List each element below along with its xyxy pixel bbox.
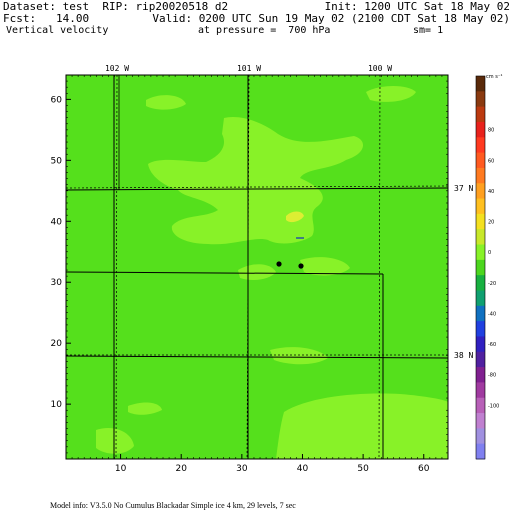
pressure-level-label: at pressure = 700 hPa [198,25,331,36]
map-boundaries [65,75,449,459]
x-tick-label: 10 [115,464,127,474]
color-bar-swatch [476,213,485,230]
x-axis: 10 20 30 40 50 60 [71,75,443,474]
smoothing-label: sm= 1 [413,25,444,36]
peak-contour [286,211,304,223]
highlight-contour [276,393,448,459]
color-bar-tick-label: -40 [488,311,496,317]
color-bar-tick-label: -80 [488,373,496,379]
color-bar-tick-label: 40 [488,189,494,195]
x-tick-label: 40 [297,464,309,474]
x-tick-label: 60 [418,464,430,474]
y-tick-label: 40 [51,217,63,227]
color-bar-swatch [476,321,485,337]
y-tick-label: 10 [51,400,63,410]
color-bar-tick-label: -60 [488,342,496,348]
latitude-label: 37 N [454,184,473,193]
color-bar-swatch [476,351,485,368]
color-bar-swatch [476,152,485,169]
model-info-footer: Model info: V3.5.0 No Cumulus Blackadar … [50,501,296,510]
color-bar-swatch [476,137,485,154]
map-panel: 10 20 30 40 50 60 10 20 30 40 50 60 102 W 101 W 100 … [51,64,474,474]
highlight-contour [96,427,134,454]
color-bar-swatch [476,106,485,123]
color-bar-tick-label: 0 [488,250,491,256]
highlight-contour [270,347,328,365]
x-tick-label: 20 [175,464,187,474]
field-name-label: Vertical velocity [6,25,109,36]
y-tick-label: 60 [51,95,63,105]
longitude-label: 102 W [105,64,129,73]
station-dot [276,261,282,267]
dataset-label: Dataset: test RIP: rip20020518 d2 [3,0,229,13]
color-bar-swatch [476,382,485,399]
x-tick-label: 30 [236,464,248,474]
forecast-hour-label: Fcst: 14.00 [3,12,90,25]
color-bar-tick-label: 60 [488,158,494,164]
vertical-velocity-shading [96,86,448,459]
color-bar-swatch [476,91,485,108]
color-bar-swatch [476,443,485,460]
color-bar-tick-label: 80 [488,128,494,134]
color-bar-swatch [476,290,485,307]
highlight-contour [366,86,416,102]
longitude-label: 101 W [237,64,261,73]
color-bar-swatch [476,229,485,246]
y-axis: 10 20 30 40 50 60 [51,80,448,454]
color-bar-swatch [476,167,485,184]
highlight-contour [148,116,364,245]
color-bar-swatch [476,413,485,429]
y-tick-label: 20 [51,339,63,349]
color-bar-swatch [476,397,485,414]
station-dot [298,263,304,269]
latitude-label: 38 N [454,351,473,360]
highlight-contour [128,402,162,415]
x-tick-label: 50 [357,464,369,474]
valid-time-label: Valid: 0200 UTC Sun 19 May 02 (2100 CDT … [152,12,510,25]
station-markers [276,237,304,269]
y-tick-label: 50 [51,156,63,166]
color-bar-tick-label: -100 [488,403,499,409]
highlight-contour [146,95,186,110]
color-bar-swatch [476,244,485,261]
highlight-contour [300,257,350,276]
color-bar-swatch [476,428,485,445]
color-bar-swatch [476,76,485,92]
y-tick-label: 30 [51,278,63,288]
color-bar-frame [475,75,486,460]
color-bar-swatch [476,336,485,353]
color-bar-swatch [476,305,485,322]
color-bar-swatch [476,275,485,291]
color-bar-swatch [476,259,485,276]
color-bar-swatch [476,367,485,383]
longitude-label: 100 W [368,64,392,73]
color-bar-swatch [476,183,485,200]
init-time-label: Init: 1200 UTC Sat 18 May 02 [324,0,510,13]
lat-lon-grid [65,74,449,460]
color-bar-unit-label: cm s⁻¹ [486,74,502,80]
map-frame [65,74,449,460]
latitude-labels: 37 N 38 N [454,184,473,360]
color-bar-tick-label: 20 [488,220,494,226]
color-bar-tick-label: -20 [488,281,496,287]
color-bar-swatch [476,198,485,215]
color-bar-swatch [476,121,485,138]
color-bar: cm s⁻¹ 80 60 40 20 0 -20 -40 -60 -80 -100 [475,74,502,460]
longitude-labels: 102 W 101 W 100 W [105,64,392,73]
